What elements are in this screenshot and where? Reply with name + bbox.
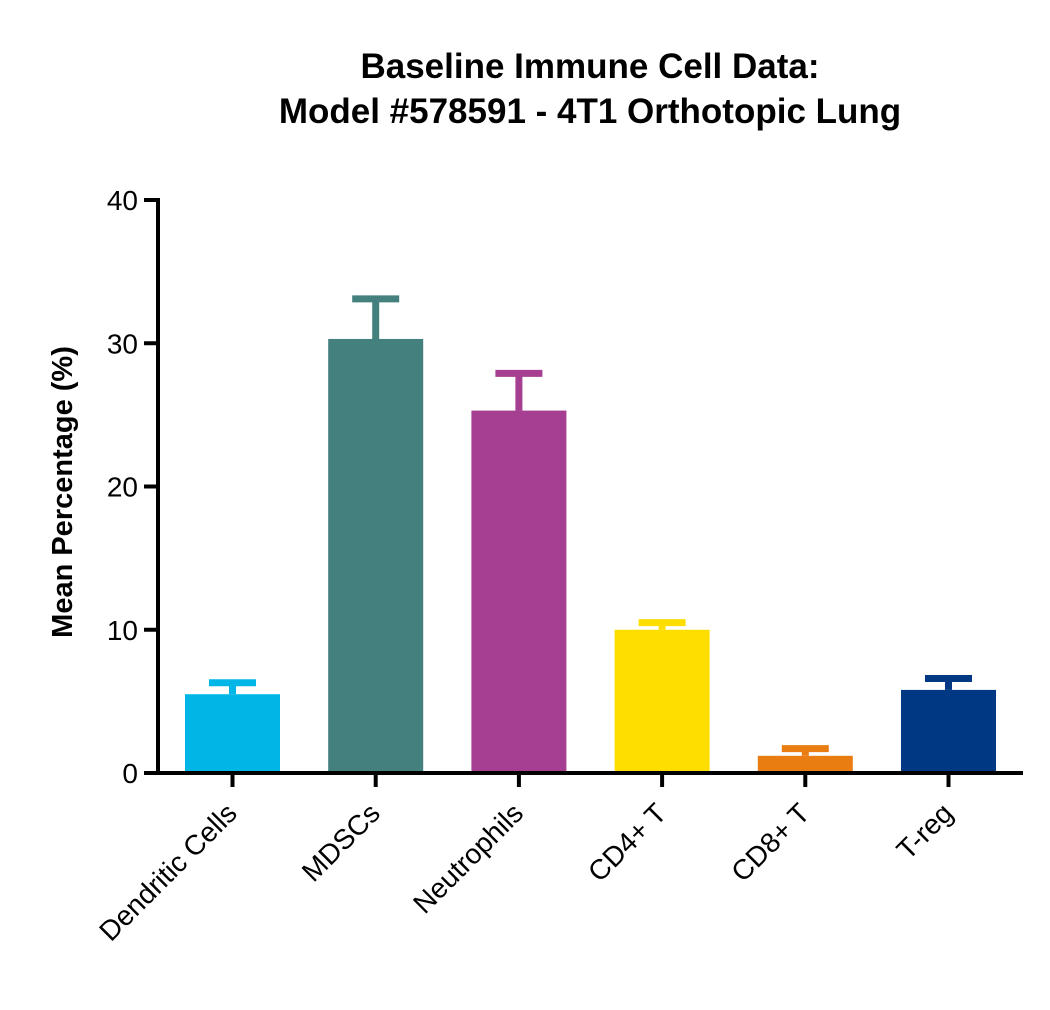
bar-4	[757, 755, 853, 773]
bar-0	[185, 694, 280, 773]
x-tick-label-1: MDSCs	[296, 797, 386, 887]
chart-title: Baseline Immune Cell Data: Model #578591…	[279, 47, 901, 131]
error-bars	[209, 295, 972, 756]
axes	[156, 198, 1023, 787]
x-tick-label-0: Dendritic Cells	[93, 797, 243, 947]
y-tick-label-1: 10	[107, 615, 138, 646]
y-tick-label-4: 40	[107, 185, 138, 216]
y-ticks: 0 10 20 30 40	[107, 185, 158, 789]
bar-2	[471, 410, 567, 773]
y-tick-label-3: 30	[107, 328, 138, 359]
x-tick-label-3: CD4+ T	[582, 797, 672, 887]
y-tick-label-0: 0	[122, 758, 138, 789]
bar-3	[614, 629, 710, 773]
y-axis-title: Mean Percentage (%)	[47, 346, 79, 638]
bar-1	[328, 338, 424, 773]
x-tick-labels: Dendritic Cells MDSCs Neutrophils CD4+ T CD8…	[93, 797, 959, 947]
x-tick-label-4: CD8+ T	[725, 797, 815, 887]
bars	[185, 338, 996, 773]
chart-title-line-1: Baseline Immune Cell Data:	[360, 47, 819, 86]
x-tick-label-5: T-reg	[891, 797, 959, 865]
y-tick-label-2: 20	[107, 472, 138, 503]
bar-5	[901, 689, 996, 773]
chart-title-line-2: Model #578591 - 4T1 Orthotopic Lung	[279, 92, 901, 131]
x-tick-label-2: Neutrophils	[407, 797, 529, 919]
